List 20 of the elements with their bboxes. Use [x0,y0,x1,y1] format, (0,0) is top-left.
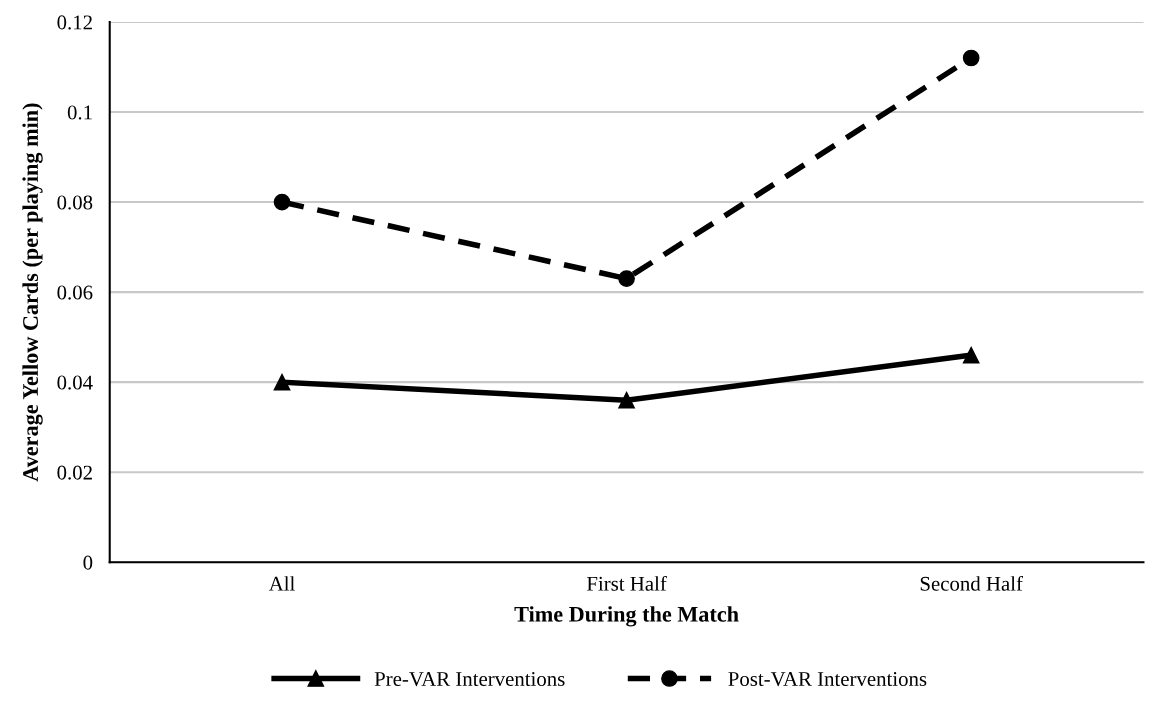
y-tick-label: 0.06 [57,285,93,300]
x-tick-label: All [268,576,295,591]
y-tick-label: 0.02 [57,465,92,480]
y-axis-title: Average Yellow Cards (per playing min) [22,103,43,482]
x-tick-label: Second Half [920,575,1023,591]
y-tick-label: 0.08 [57,195,93,210]
y-tick-label: 0.04 [57,375,93,390]
legend-label: Pre-VAR Interventions [374,672,565,687]
legend-label: Post-VAR Interventions [728,672,927,687]
y-tick-label: 0 [83,555,93,570]
y-tick-label: 0.1 [67,105,92,120]
point [618,391,635,409]
x-tick-label: First Half [586,575,667,591]
y-tick-label: 0.12 [57,15,92,30]
point [962,346,980,364]
point [618,270,635,287]
point [273,193,291,211]
point [962,49,980,67]
x-axis-title: Time During the Match [514,606,739,627]
point [273,373,291,391]
